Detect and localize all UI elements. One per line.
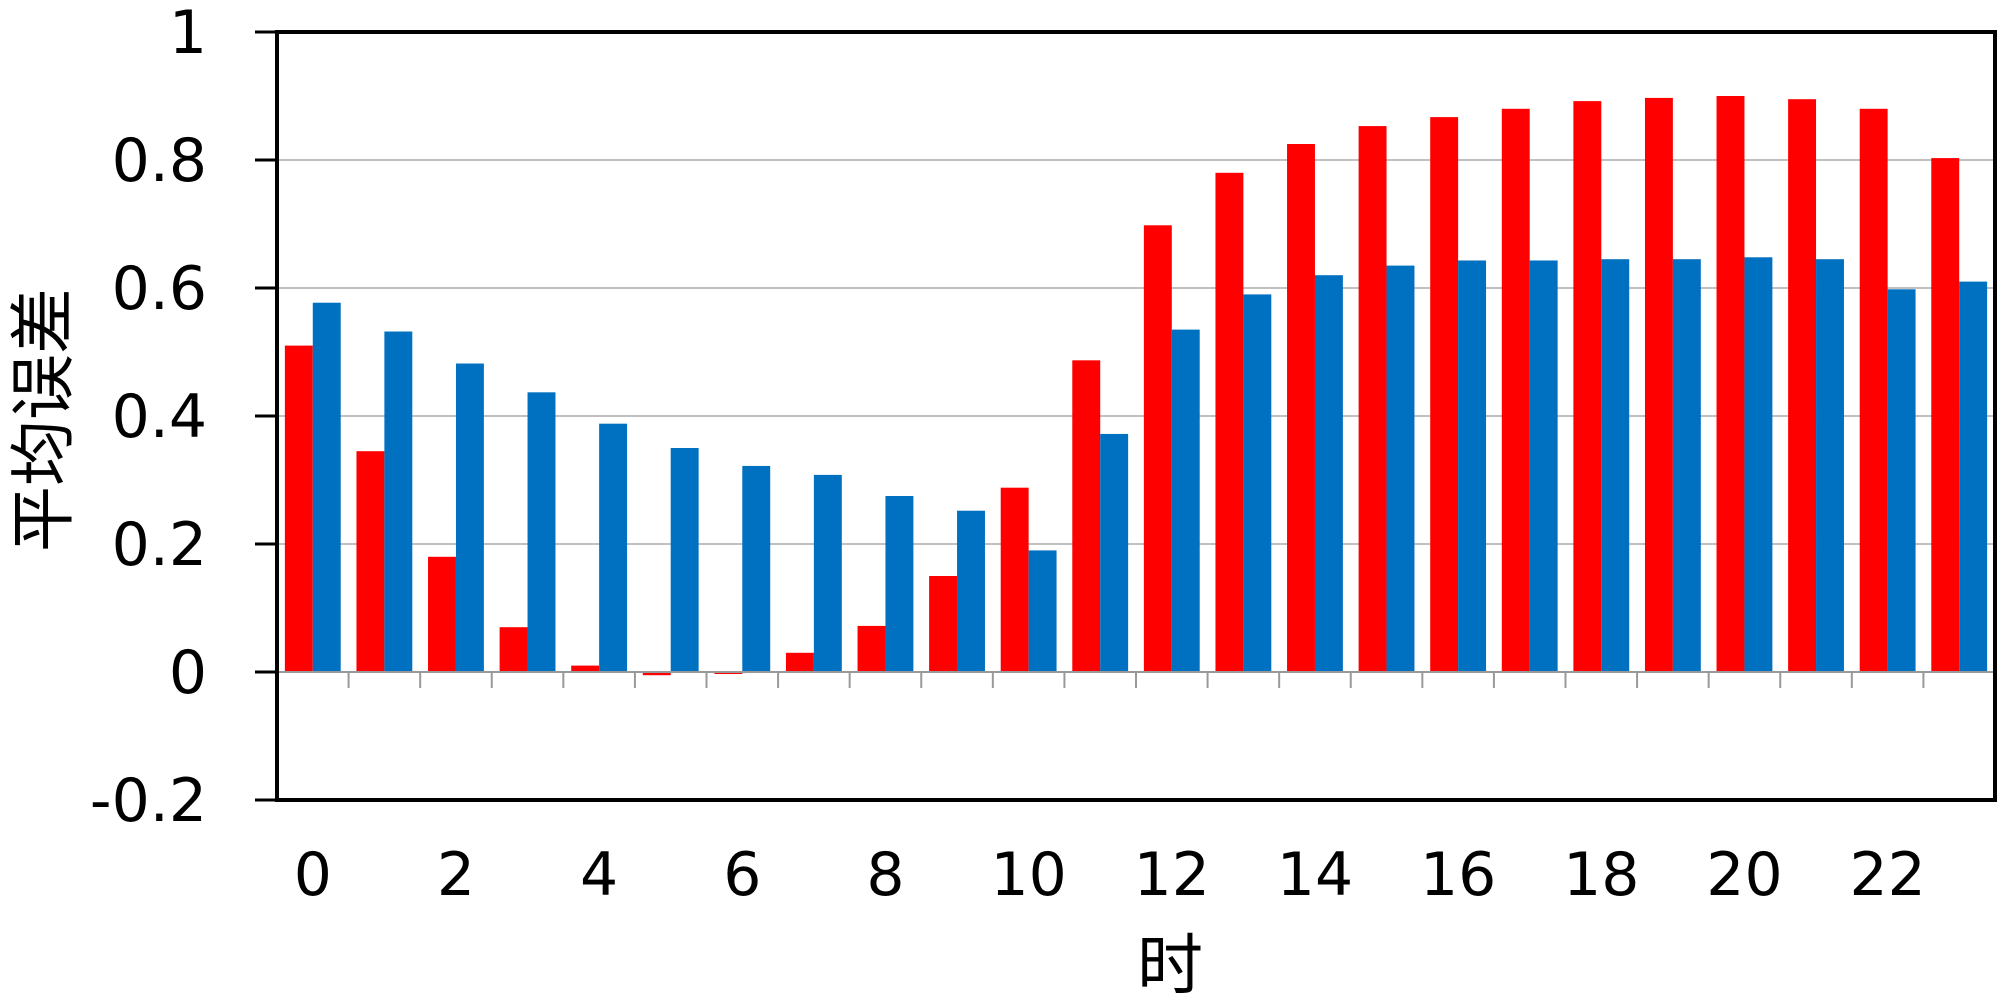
bar-series-1 [642,672,671,676]
bar-series-1 [1000,487,1029,672]
bar-series-1 [499,627,528,672]
bar-series-2 [1887,289,1916,672]
bar-series-1 [571,665,600,672]
bar-series-2 [1529,260,1558,672]
y-tick-label: 0 [169,638,207,708]
bar-series-1 [1644,97,1673,673]
bar-series-1 [1501,108,1530,673]
bar-series-1 [356,451,385,672]
bar-series-2 [384,331,413,672]
x-tick-label: 2 [437,840,475,910]
y-tick-labels: -0.2 0 0.2 0.4 0.6 0.8 1 [90,0,277,836]
bar-series-1 [1859,108,1888,673]
bar-series-2 [813,474,842,672]
bar-series-2 [1601,259,1630,672]
x-tick-label: 10 [990,840,1066,910]
bar-series-2 [1100,433,1129,672]
bar-series-2 [599,423,628,672]
bar-series-2 [742,465,771,672]
bar-series-2 [1672,259,1701,672]
bar-series-1 [1287,144,1315,672]
x-tick-label: 0 [294,840,332,910]
x-tick-label: 22 [1849,840,1925,910]
bar-series-2 [1744,257,1773,672]
bar-series-1 [428,556,456,672]
x-tick-labels: 0 2 4 6 8 10 12 14 16 18 20 22 [294,840,1926,910]
gridlines [277,159,1995,545]
bar-series-2 [312,302,341,672]
bar-series-2 [1816,259,1844,672]
bar-series-2 [885,496,914,672]
bar-series-1 [1573,101,1602,673]
bar-series-1 [284,345,313,672]
y-tick-label: 0.4 [112,382,207,452]
bar-series-2 [1314,275,1343,672]
x-tick-marks [347,672,1925,688]
bar-series-2 [1243,294,1272,672]
y-tick-label: 0.2 [112,510,207,580]
bars [284,96,1988,676]
bar-series-1 [929,576,958,672]
bar-series-1 [1716,96,1745,672]
bar-series-2 [1386,265,1415,672]
x-tick-label: 14 [1277,840,1353,910]
bar-series-2 [1171,329,1200,672]
bar-series-2 [455,363,484,672]
x-tick-label: 20 [1706,840,1782,910]
x-tick-label: 8 [866,840,904,910]
y-tick-label: -0.2 [90,766,207,836]
bar-series-1 [1788,99,1817,672]
bar-series-1 [785,652,814,672]
bar-series-2 [1458,260,1487,672]
bar-series-2 [1959,281,1988,672]
bar-series-1 [1143,225,1172,672]
bar-series-1 [1358,126,1387,672]
y-tick-label: 1 [169,0,207,68]
x-tick-label: 4 [580,840,618,910]
y-tick-label: 0.8 [112,126,207,196]
x-tick-label: 12 [1134,840,1210,910]
x-tick-label: 6 [723,840,761,910]
bar-series-1 [1072,360,1101,672]
bar-series-2 [1028,550,1057,672]
bar-series-1 [857,625,886,672]
x-axis-title: 时 [1137,927,1203,1001]
x-tick-label: 16 [1420,840,1496,910]
bar-series-2 [957,510,985,672]
y-axis-title: 平均误差 [5,288,82,552]
bar-series-1 [1430,117,1459,673]
x-tick-label: 18 [1563,840,1639,910]
bar-series-2 [527,392,556,672]
bar-series-2 [670,448,699,672]
y-tick-label: 0.6 [112,254,207,324]
bar-series-1 [1931,158,1960,672]
bar-series-1 [1215,172,1244,673]
